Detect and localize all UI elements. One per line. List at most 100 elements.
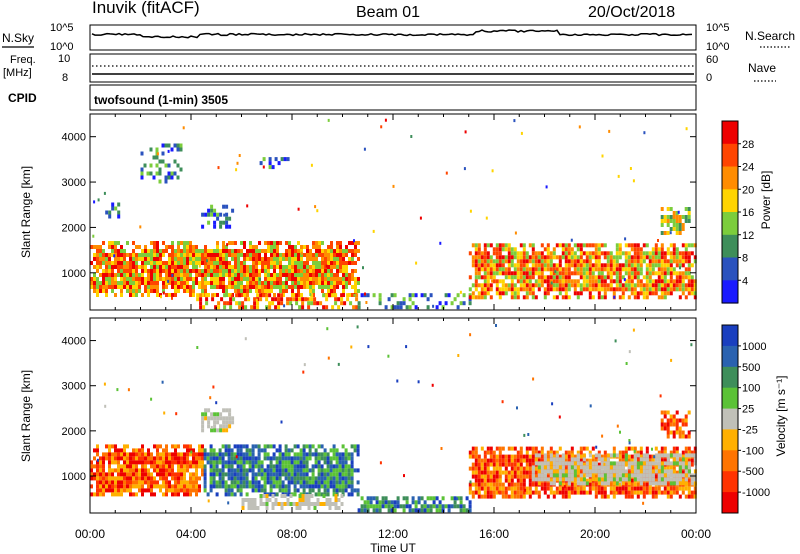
echo-cell	[578, 125, 581, 129]
echo-cell	[129, 277, 132, 281]
echo-cell	[297, 293, 300, 297]
echo-cell	[495, 466, 499, 471]
echo-cell	[618, 287, 622, 292]
echo-cell	[573, 255, 577, 260]
echo-cell	[534, 255, 538, 260]
echo-cell	[489, 259, 493, 264]
echo-cell	[684, 215, 688, 219]
echo-cell	[531, 450, 535, 455]
echo-cell	[138, 452, 141, 457]
echo-cell	[600, 267, 604, 272]
echo-cell	[318, 245, 321, 249]
echo-cell	[296, 468, 300, 473]
echo-cell	[210, 212, 214, 217]
echo-cell	[609, 279, 613, 284]
echo-cell	[332, 480, 336, 485]
echo-cell	[90, 464, 93, 469]
echo-cell	[477, 490, 481, 495]
echo-cell	[672, 223, 676, 227]
echo-cell	[102, 464, 105, 469]
echo-cell	[144, 253, 147, 257]
echo-cell	[284, 448, 288, 453]
echo-cell	[618, 279, 622, 284]
echo-cell	[258, 257, 261, 261]
echo-cell	[396, 305, 400, 310]
echo-cell	[249, 269, 252, 273]
echo-cell	[280, 494, 284, 498]
echo-cell	[498, 271, 502, 276]
echo-cell	[301, 502, 305, 506]
echo-cell	[236, 444, 240, 449]
echo-cell	[195, 269, 198, 273]
echo-cell	[417, 500, 421, 505]
echo-cell	[264, 257, 267, 261]
echo-cell	[180, 241, 183, 245]
echo-cell	[561, 490, 565, 495]
echo-cell	[302, 448, 306, 453]
echo-cell	[534, 263, 538, 268]
echo-cell	[99, 476, 102, 481]
echo-cell	[669, 259, 673, 264]
echo-cell	[672, 251, 676, 256]
echo-cell	[639, 251, 643, 256]
echo-cell	[606, 461, 610, 466]
echo-cell	[132, 273, 135, 277]
echo-cell	[492, 279, 496, 284]
echo-cell	[595, 445, 598, 449]
echo-cell	[639, 267, 643, 272]
echo-cell	[366, 500, 370, 505]
echo-cell	[222, 416, 226, 421]
echo-cell	[105, 480, 108, 485]
echo-cell	[601, 434, 604, 438]
echo-cell	[396, 500, 400, 505]
echo-cell	[675, 247, 679, 252]
echo-cell	[308, 484, 312, 489]
echo-cell	[628, 441, 631, 445]
echo-cell	[354, 285, 357, 289]
echo-cell	[314, 448, 318, 453]
echo-cell	[270, 257, 273, 261]
echo-cell	[636, 482, 640, 487]
echo-cell	[498, 295, 502, 300]
echo-cell	[630, 458, 634, 463]
echo-cell	[92, 234, 95, 238]
echo-cell	[183, 289, 186, 293]
echo-cell	[99, 488, 102, 493]
echo-cell	[283, 157, 287, 162]
echo-cell	[248, 448, 252, 453]
echo-cell	[630, 490, 634, 495]
echo-cell	[639, 450, 643, 455]
echo-cell	[489, 462, 493, 467]
echo-cell	[201, 289, 204, 293]
echo-cell	[489, 486, 493, 491]
echo-cell	[645, 263, 649, 268]
echo-cell	[232, 297, 236, 302]
echo-cell	[639, 263, 643, 268]
echo-cell	[471, 255, 475, 260]
echo-cell	[120, 492, 123, 497]
echo-cell	[236, 488, 240, 493]
x-tick-label: 20:00	[580, 527, 610, 541]
echo-cell	[489, 454, 493, 459]
echo-cell	[99, 464, 102, 469]
echo-cell	[180, 472, 183, 477]
echo-cell	[390, 508, 394, 513]
echo-cell	[114, 452, 117, 457]
echo-cell	[162, 456, 165, 461]
echo-cell	[270, 277, 273, 281]
echo-cell	[636, 271, 640, 276]
echo-cell	[219, 220, 223, 225]
echo-cell	[525, 251, 529, 256]
echo-cell	[180, 464, 183, 469]
echo-cell	[573, 486, 577, 491]
echo-cell	[132, 261, 135, 265]
echo-cell	[203, 480, 207, 485]
echo-cell	[93, 492, 96, 497]
echo-cell	[204, 285, 207, 289]
echo-cell	[339, 269, 342, 273]
cpid-strip-frame	[89, 84, 697, 111]
echo-cell	[666, 473, 670, 478]
echo-cell	[510, 454, 514, 459]
echo-cell	[630, 478, 634, 483]
echo-cell	[687, 478, 691, 483]
